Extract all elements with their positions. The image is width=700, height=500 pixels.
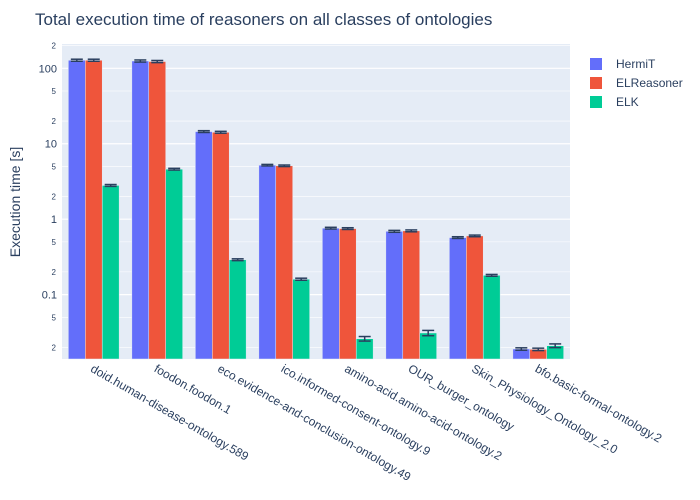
chart-title: Total execution time of reasoners on all…	[35, 10, 492, 29]
bar-hermit	[195, 131, 213, 360]
bars	[68, 58, 564, 360]
y-minor-tick-label: 2	[52, 117, 57, 126]
bar-elreasoner	[402, 230, 420, 360]
legend-label-elk: ELK	[616, 95, 639, 109]
bar-elreasoner	[148, 61, 166, 360]
bar-elreasoner	[275, 165, 293, 360]
legend-swatch-hermit	[590, 58, 602, 70]
bar-elreasoner	[466, 235, 484, 360]
y-tick-label: 1	[51, 214, 57, 226]
legend-swatch-elk	[590, 96, 602, 108]
legend-label-elreasoner: ELReasoner	[616, 76, 683, 90]
y-minor-tick-label: 5	[52, 313, 57, 322]
bar-elk	[228, 259, 247, 360]
bar-elreasoner	[85, 59, 103, 360]
bar-elk	[292, 278, 310, 360]
y-axis: 2 5 2 5 2 5 2 5 2 0.1 1 10 100	[39, 42, 57, 353]
y-minor-tick-label: 2	[52, 192, 57, 201]
bar-elk	[419, 332, 437, 360]
y-minor-tick-label: 5	[52, 238, 57, 247]
legend[interactable]: HermiT ELReasoner ELK	[590, 57, 683, 109]
y-minor-tick-label: 5	[52, 87, 57, 96]
bar-hermit	[385, 231, 404, 360]
y-tick-label: 10	[45, 139, 57, 151]
bar-elk	[165, 168, 183, 360]
y-axis-label: Execution time [s]	[7, 147, 23, 258]
bar-hermit	[258, 164, 277, 360]
bar-hermit	[449, 237, 467, 360]
bar-elk	[101, 185, 120, 360]
bar-hermit	[322, 227, 340, 360]
legend-label-hermit: HermiT	[616, 57, 656, 71]
y-tick-label: 100	[39, 63, 57, 75]
y-minor-tick-label: 2	[52, 42, 57, 51]
y-minor-tick-label: 5	[52, 162, 57, 171]
bar-elreasoner	[212, 131, 230, 360]
y-minor-tick-label: 2	[52, 343, 57, 352]
bar-hermit	[131, 60, 150, 360]
y-minor-tick-label: 2	[52, 268, 57, 277]
legend-swatch-elreasoner	[590, 77, 602, 89]
y-tick-label: 0.1	[42, 290, 57, 302]
bar-hermit	[68, 59, 86, 360]
bar-elreasoner	[339, 228, 357, 360]
bar-elk	[482, 275, 501, 360]
